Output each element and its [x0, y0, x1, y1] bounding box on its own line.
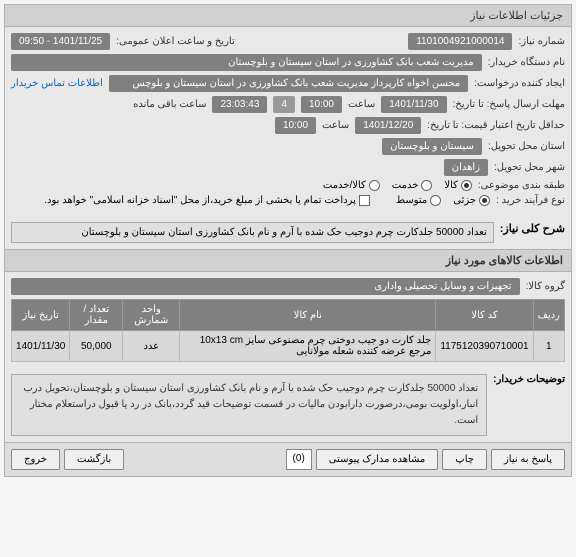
buyer-notes-row: توضیحات خریدار: تعداد 50000 جلدکارت چرم … — [5, 368, 571, 442]
cell-code: 1175120390710001 — [436, 331, 533, 362]
buyer-org-value: مدیریت شعب بانک کشاورزی در استان سیستان … — [11, 54, 482, 71]
checkbox-payment-box — [359, 195, 370, 206]
items-body: گروه کالا: تجهیزات و وسایل تحصیلی واداری… — [5, 272, 571, 368]
requester-label: ایجاد کننده درخواست: — [474, 78, 565, 89]
cell-date: 1401/11/30 — [12, 331, 70, 362]
radio-goods[interactable]: کالا — [444, 180, 472, 191]
radio-medium[interactable]: متوسط — [396, 195, 441, 206]
row-province: استان محل تحویل: سیستان و بلوچستان — [11, 138, 565, 155]
radio-service-circle — [421, 180, 432, 191]
payment-note: پرداخت تمام یا بخشی از مبلغ خرید،از محل … — [44, 195, 356, 206]
row-category: طبقه بندی موضوعی: کالا خدمت کالا/خدمت — [11, 180, 565, 191]
radio-partial-label: جزئی — [453, 195, 476, 206]
description-row: شرح کلی نیاز: تعداد 50000 جلدکارت چرم دو… — [5, 216, 571, 249]
exit-button[interactable]: خروج — [11, 449, 60, 470]
th-code: کد کالا — [436, 300, 533, 331]
panel-header: جزئیات اطلاعات نیاز — [5, 5, 571, 27]
remaining-time: 23:03:43 — [212, 96, 267, 113]
cell-qty: 50,000 — [70, 331, 123, 362]
province-label: استان محل تحویل: — [488, 141, 565, 152]
checkbox-payment[interactable]: پرداخت تمام یا بخشی از مبلغ خرید،از محل … — [44, 195, 370, 206]
radio-goods-circle — [461, 180, 472, 191]
contact-link[interactable]: اطلاعات تماس خریدار — [11, 78, 103, 89]
row-deadline: مهلت ارسال پاسخ: تا تاریخ: 1401/11/30 سا… — [11, 96, 565, 113]
attachments-button[interactable]: مشاهده مدارک پیوستی — [316, 449, 439, 470]
panel-title: جزئیات اطلاعات نیاز — [470, 10, 563, 22]
category-label: طبقه بندی موضوعی: — [478, 180, 565, 191]
requester-value: محسن اخواه کارپرداز مدیریت شعب بانک کشاو… — [109, 75, 468, 92]
row-buyer-org: نام دستگاه خریدار: مدیریت شعب بانک کشاور… — [11, 54, 565, 71]
panel-body: شماره نیاز: 1101004921000014 تاریخ و ساع… — [5, 27, 571, 216]
category-radio-group: کالا خدمت کالا/خدمت — [323, 180, 472, 191]
deadline-label: مهلت ارسال پاسخ: تا تاریخ: — [453, 99, 565, 110]
description-label: شرح کلی نیاز: — [500, 222, 565, 243]
need-number-value: 1101004921000014 — [408, 33, 512, 50]
days-value: 4 — [273, 96, 295, 113]
attachments-count: (0) — [286, 449, 312, 470]
th-unit: واحد شمارش — [123, 300, 180, 331]
validity-time: 10:00 — [275, 117, 316, 134]
process-radio-group: جزئی متوسط — [396, 195, 490, 206]
announce-label: تاریخ و ساعت اعلان عمومی: — [116, 36, 235, 47]
row-city: شهر محل تحویل: زاهدان — [11, 159, 565, 176]
need-number-label: شماره نیاز: — [518, 36, 565, 47]
remaining-label: ساعت باقی مانده — [133, 99, 206, 110]
radio-goods-service[interactable]: کالا/خدمت — [323, 180, 380, 191]
process-label: نوع فرآیند خرید : — [496, 195, 565, 206]
back-button[interactable]: بازگشت — [64, 449, 124, 470]
print-button[interactable]: چاپ — [442, 449, 487, 470]
validity-date: 1401/12/20 — [355, 117, 421, 134]
cell-name: جلد کارت دو جیب دوختی چرم مصنوعی سایز 10… — [180, 331, 436, 362]
radio-partial[interactable]: جزئی — [453, 195, 490, 206]
table-row: 1 1175120390710001 جلد کارت دو جیب دوختی… — [12, 331, 565, 362]
group-label: گروه کالا: — [526, 281, 565, 292]
group-value: تجهیزات و وسایل تحصیلی واداری — [11, 278, 520, 295]
radio-goods-service-circle — [369, 180, 380, 191]
city-value: زاهدان — [444, 159, 488, 176]
th-row: ردیف — [533, 300, 564, 331]
row-requester: ایجاد کننده درخواست: محسن اخواه کارپرداز… — [11, 75, 565, 92]
description-value: تعداد 50000 جلدکارت چرم دوجیب حک شده با … — [11, 222, 494, 243]
cell-row: 1 — [533, 331, 564, 362]
radio-partial-circle — [479, 195, 490, 206]
reply-button[interactable]: پاسخ به نیاز — [491, 449, 565, 470]
buyer-org-label: نام دستگاه خریدار: — [488, 57, 565, 68]
th-date: تاریخ نیاز — [12, 300, 70, 331]
row-need-number: شماره نیاز: 1101004921000014 تاریخ و ساع… — [11, 33, 565, 50]
row-group: گروه کالا: تجهیزات و وسایل تحصیلی واداری — [11, 278, 565, 295]
validity-time-label: ساعت — [322, 120, 349, 131]
deadline-date: 1401/11/30 — [381, 96, 446, 113]
row-validity: حداقل تاریخ اعتبار قیمت: تا تاریخ: 1401/… — [11, 117, 565, 134]
deadline-time-label: ساعت — [348, 99, 375, 110]
items-table: ردیف کد کالا نام کالا واحد شمارش تعداد /… — [11, 299, 565, 362]
table-header-row: ردیف کد کالا نام کالا واحد شمارش تعداد /… — [12, 300, 565, 331]
need-details-panel: جزئیات اطلاعات نیاز شماره نیاز: 11010049… — [4, 4, 572, 477]
radio-service[interactable]: خدمت — [392, 180, 433, 191]
province-value: سیستان و بلوچستان — [382, 138, 482, 155]
radio-medium-label: متوسط — [396, 195, 427, 206]
cell-unit: عدد — [123, 331, 180, 362]
validity-label: حداقل تاریخ اعتبار قیمت: تا تاریخ: — [427, 120, 565, 131]
radio-medium-circle — [430, 195, 441, 206]
buyer-notes-label: توضیحات خریدار: — [493, 374, 565, 385]
th-qty: تعداد / مقدار — [70, 300, 123, 331]
row-process: نوع فرآیند خرید : جزئی متوسط پرداخت تمام… — [11, 195, 565, 206]
deadline-time: 10:00 — [301, 96, 342, 113]
button-bar: پاسخ به نیاز چاپ مشاهده مدارک پیوستی (0)… — [5, 442, 571, 476]
city-label: شهر محل تحویل: — [494, 162, 565, 173]
radio-goods-label: کالا — [444, 180, 458, 191]
buyer-notes-text: تعداد 50000 جلدکارت چرم دوجیب حک شده با … — [11, 374, 487, 436]
items-section-title: اطلاعات کالاهای مورد نیاز — [5, 249, 571, 272]
announce-value: 1401/11/25 - 09:50 — [11, 33, 110, 50]
radio-service-label: خدمت — [392, 180, 419, 191]
radio-goods-service-label: کالا/خدمت — [323, 180, 366, 191]
th-name: نام کالا — [180, 300, 436, 331]
